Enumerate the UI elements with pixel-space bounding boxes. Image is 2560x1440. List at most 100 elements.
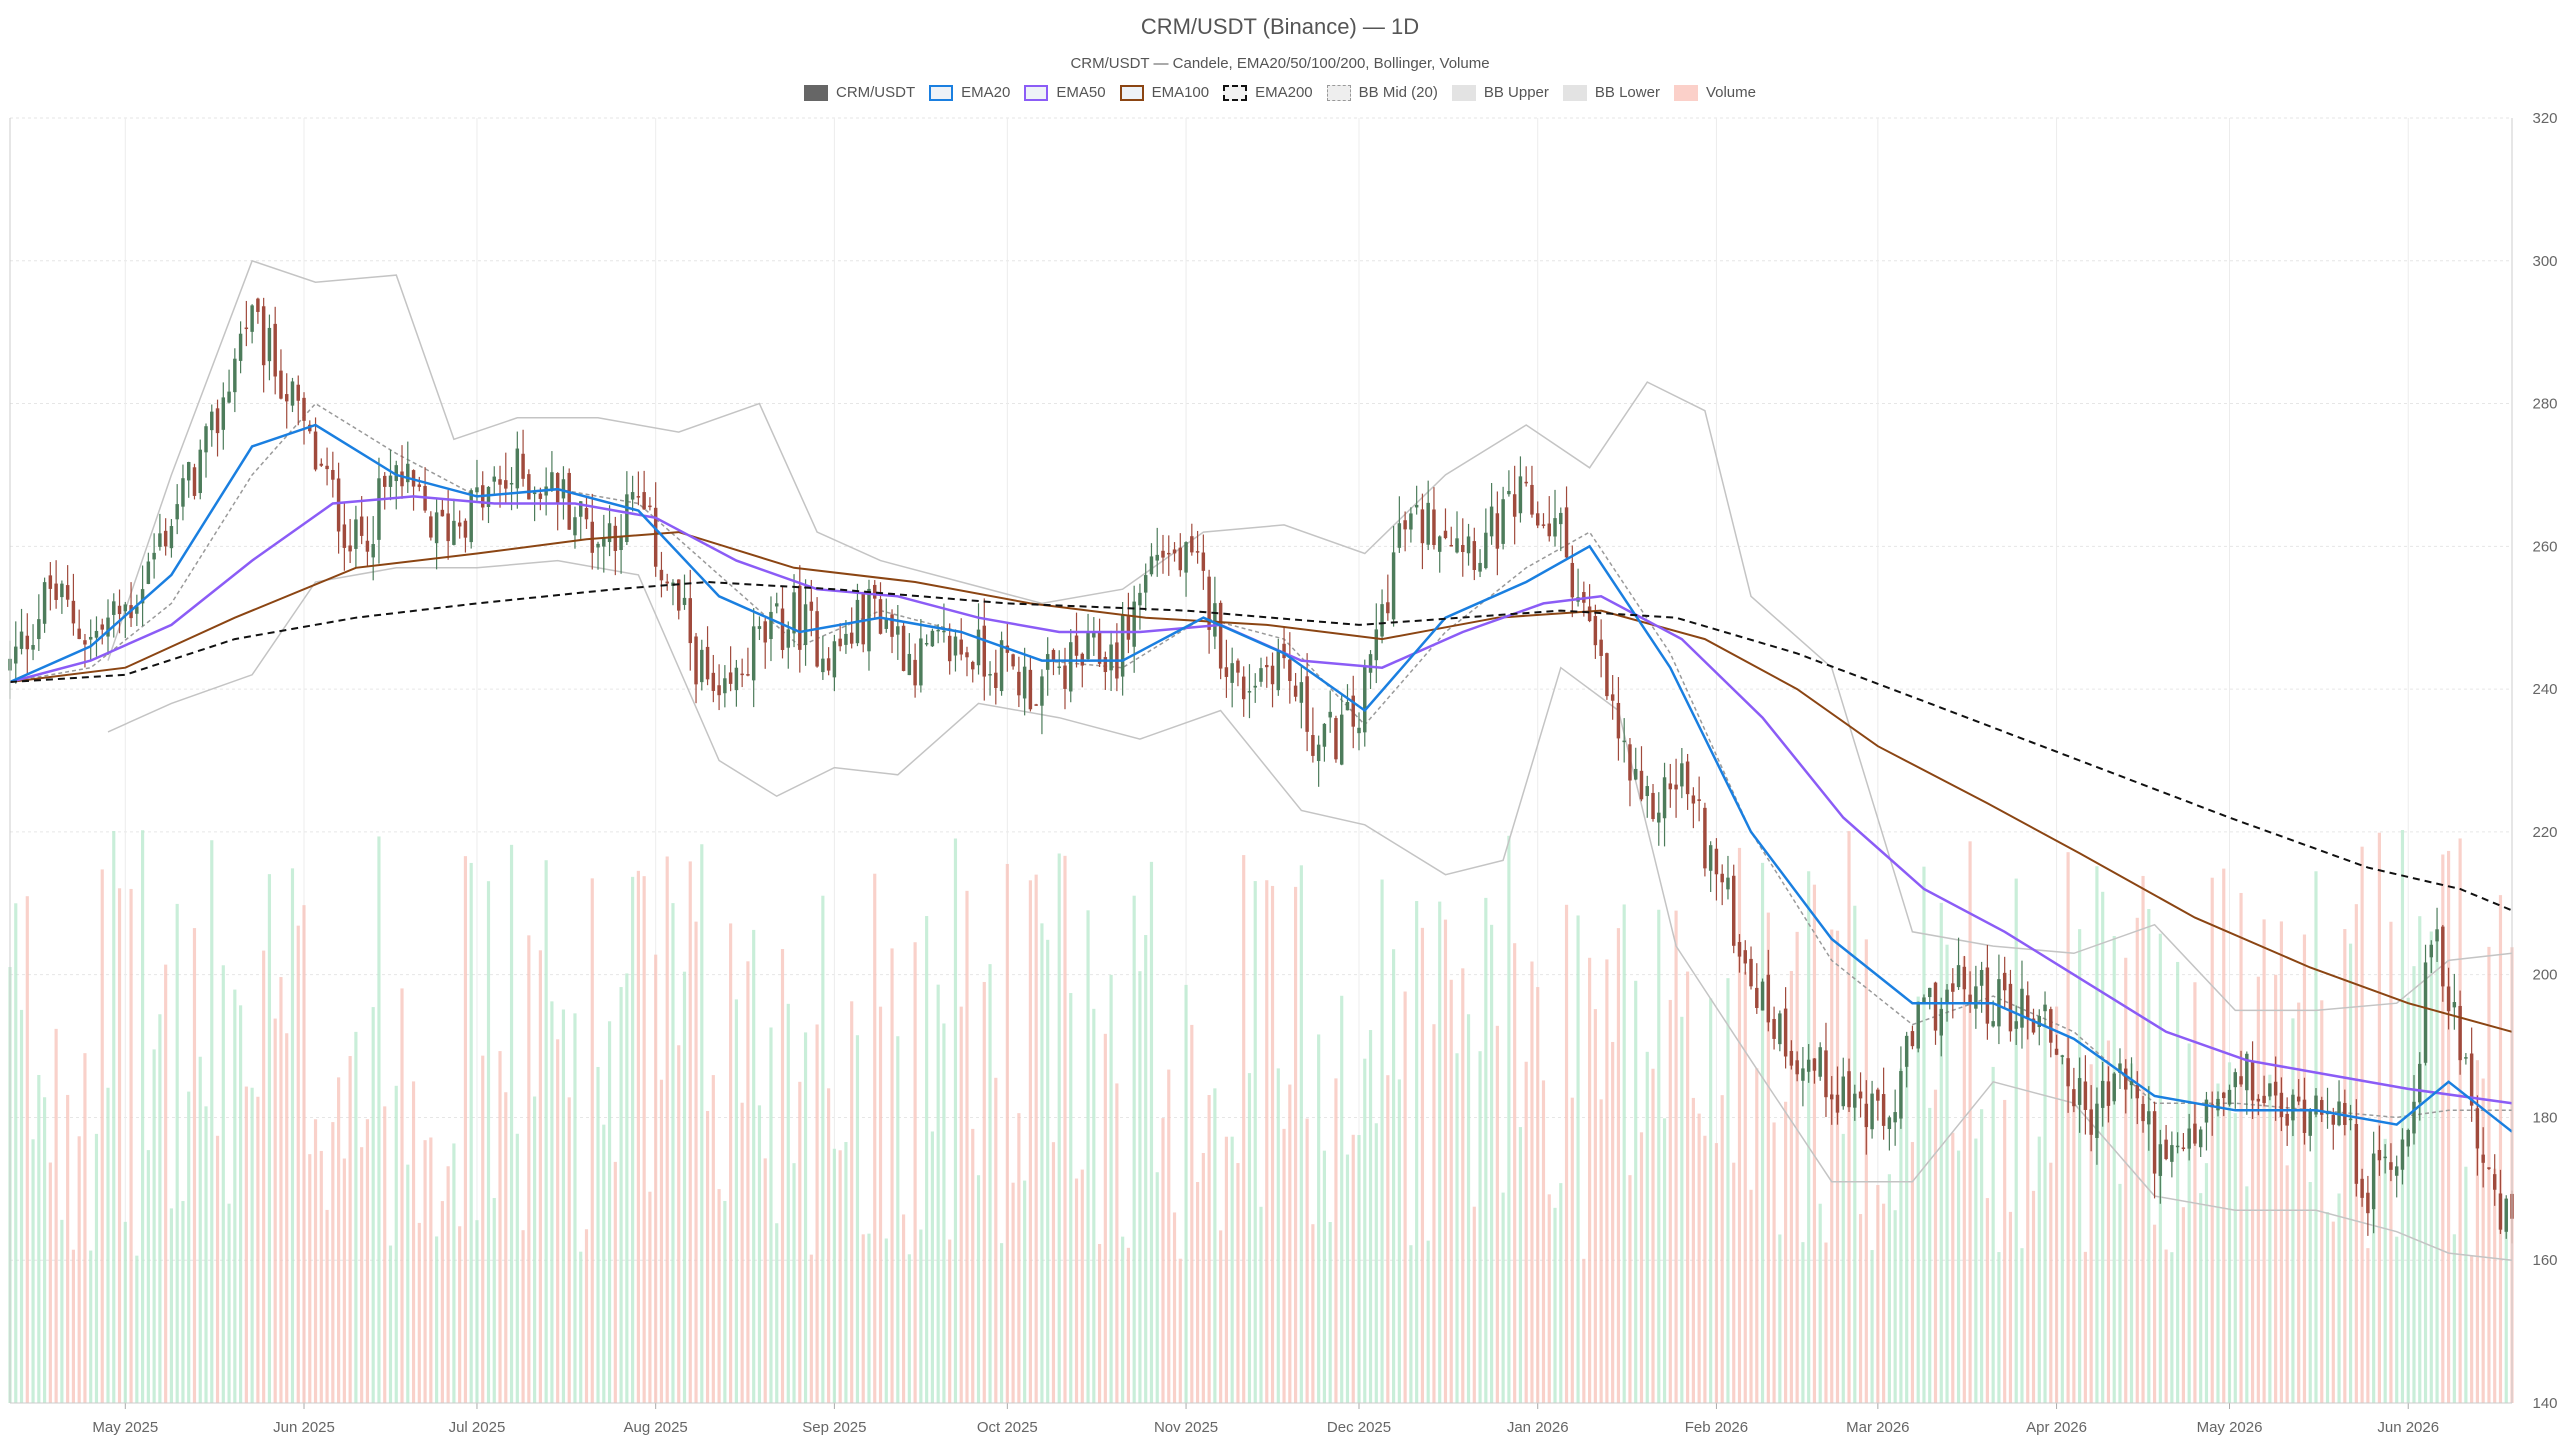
volume-bar xyxy=(792,1163,796,1403)
volume-bar xyxy=(1818,1203,1822,1403)
candle-body xyxy=(2435,929,2439,942)
candle-body xyxy=(2164,1139,2168,1160)
candle-body xyxy=(550,472,554,490)
candle-body xyxy=(348,545,352,552)
candle-body xyxy=(1236,660,1240,673)
volume-bar xyxy=(682,971,687,1403)
candle-body xyxy=(798,585,802,650)
candle-body xyxy=(37,619,41,640)
volume-bar xyxy=(671,903,675,1403)
y-tick-label: 320 xyxy=(2532,110,2557,127)
candle-body xyxy=(273,323,277,377)
volume-bar xyxy=(1853,905,1857,1403)
volume-bar xyxy=(1253,881,1257,1403)
candle-body xyxy=(2170,1145,2174,1162)
candle-body xyxy=(1149,556,1154,575)
volume-bar xyxy=(959,1006,963,1403)
candle-body xyxy=(1368,654,1373,673)
volume-bar xyxy=(1668,999,1672,1403)
volume-bar xyxy=(1651,1068,1655,1403)
volume-bar xyxy=(1259,1206,1263,1403)
x-tick-label: Jun 2025 xyxy=(273,1419,335,1436)
volume-bar xyxy=(2441,854,2445,1403)
volume-bar xyxy=(2210,877,2214,1403)
volume-bar xyxy=(365,1119,370,1403)
volume-bar xyxy=(734,999,738,1403)
candle-body xyxy=(2429,944,2434,958)
volume-bar xyxy=(2112,936,2116,1403)
volume-bar xyxy=(181,1201,185,1403)
candle-body xyxy=(821,658,825,673)
candle-body xyxy=(2394,1166,2399,1176)
volume-bar xyxy=(296,925,300,1403)
legend-swatch xyxy=(929,84,954,101)
candle-body xyxy=(1218,602,1223,669)
legend-item[interactable]: BB Mid (20) xyxy=(1326,84,1438,101)
candle-body xyxy=(2360,1178,2364,1198)
candle-body xyxy=(2135,1084,2140,1099)
candle-body xyxy=(1391,552,1396,620)
volume-bar xyxy=(469,862,473,1403)
candle-body xyxy=(849,632,854,644)
legend-item[interactable]: EMA200 xyxy=(1223,84,1313,101)
legend-item[interactable]: EMA50 xyxy=(1024,84,1106,101)
candle-body xyxy=(19,631,24,649)
candle-body xyxy=(509,482,514,485)
volume-bar xyxy=(256,1096,260,1403)
volume-bar xyxy=(1426,1240,1430,1403)
volume-bar xyxy=(567,1097,571,1403)
candle-body xyxy=(1109,644,1113,671)
candle-body xyxy=(1288,659,1292,681)
candle-body xyxy=(2383,1156,2387,1159)
candle-body xyxy=(2343,1102,2347,1125)
candle-body xyxy=(221,397,226,430)
volume-bar xyxy=(942,1023,946,1403)
candle-body xyxy=(1680,763,1684,787)
legend-item[interactable]: CRM/USDT xyxy=(803,84,915,101)
candle-body xyxy=(1801,1068,1805,1081)
candle-body xyxy=(2256,1098,2261,1102)
volume-bar xyxy=(746,961,750,1403)
candle-body xyxy=(2152,1111,2157,1174)
x-tick-label: Jun 2026 xyxy=(2377,1419,2439,1436)
legend-item[interactable]: Volume xyxy=(1673,84,1756,101)
legend-item[interactable]: EMA100 xyxy=(1119,84,1209,101)
candle-body xyxy=(2112,1073,2116,1102)
legend-item[interactable]: EMA20 xyxy=(929,84,1010,101)
candle-body xyxy=(953,636,958,656)
candle-body xyxy=(1017,671,1021,696)
volume-bar xyxy=(1219,1230,1223,1403)
candle-body xyxy=(2262,1095,2266,1103)
candle-body xyxy=(1028,669,1033,710)
candle-body xyxy=(648,505,652,508)
candle-body xyxy=(83,640,87,645)
volume-bar xyxy=(1928,1107,1932,1403)
candle-body xyxy=(711,672,716,691)
candle-body xyxy=(342,524,347,548)
candle-body xyxy=(1155,554,1159,561)
volume-bar xyxy=(267,874,272,1403)
volume-bar xyxy=(2297,1002,2301,1403)
x-tick-label: Jul 2025 xyxy=(449,1419,506,1436)
volume-bar xyxy=(1899,1068,1903,1403)
volume-bar xyxy=(1017,1113,1021,1403)
candle-body xyxy=(942,630,946,633)
candle-body xyxy=(71,600,76,624)
candle-body xyxy=(1322,723,1327,747)
candle-body xyxy=(163,530,168,547)
volume-bar xyxy=(2406,997,2410,1403)
axes: 140 160 180 200 220 240 260 280 300 320 May 2025 Ju… xyxy=(9,110,2558,1436)
volume-bar xyxy=(2464,1166,2468,1403)
volume-bar xyxy=(152,1049,156,1403)
candle-body xyxy=(2020,988,2024,1028)
volume-bar xyxy=(665,856,669,1403)
volume-bar xyxy=(31,1139,35,1403)
legend-item[interactable]: BB Lower xyxy=(1562,84,1660,101)
candle-body xyxy=(158,533,162,547)
legend-item[interactable]: BB Upper xyxy=(1451,84,1549,101)
volume-bar xyxy=(1005,863,1009,1403)
volume-bar xyxy=(890,948,894,1403)
ema200-line xyxy=(9,580,2513,912)
candle-body xyxy=(117,605,122,615)
volume-bar xyxy=(1778,1234,1782,1403)
